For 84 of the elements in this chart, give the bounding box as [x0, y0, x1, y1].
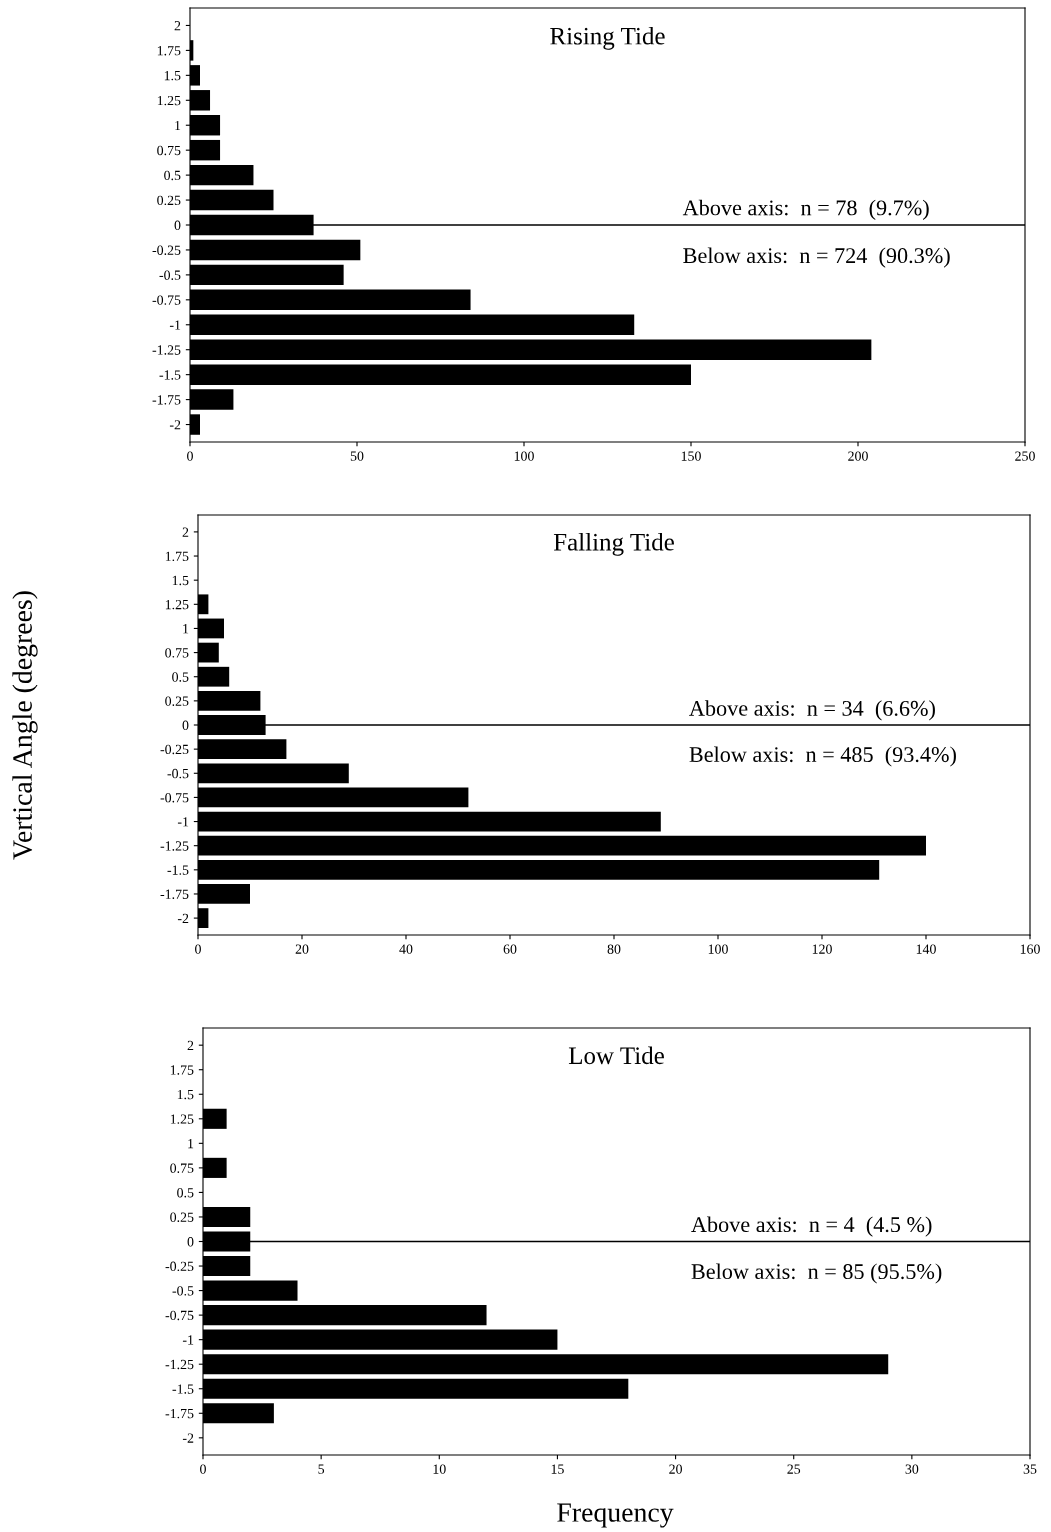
text: Rising Tide	[550, 27, 665, 50]
y-tick-label: 0	[187, 1237, 194, 1247]
y-tick-label: 1	[188, 1138, 194, 1149]
annotation: Below axis: n = 724 (90.3%)	[683, 247, 950, 268]
x-tick-label: 40	[399, 944, 413, 954]
x-tick-label: 140	[916, 944, 936, 954]
y-tick-label: 0.25	[157, 195, 181, 206]
y-tick-label: 1.5	[172, 575, 189, 586]
y-tick-label: -0.5	[172, 1286, 194, 1296]
y-tick-label: -1	[182, 1335, 194, 1345]
y-tick-label: -0.75	[152, 295, 181, 305]
y-tick-label: -1.5	[172, 1384, 194, 1394]
x-tick-label: 0	[195, 944, 201, 954]
y-tick-label: 1.5	[164, 70, 181, 81]
y-tick-label: 0.5	[177, 1188, 194, 1198]
x-tick-label: 150	[681, 451, 701, 461]
x-tick-label: 80	[607, 944, 621, 954]
x-tick-label: 30	[905, 1464, 919, 1474]
y-tick-label: 1	[183, 624, 189, 634]
y-tick-label: -2	[177, 913, 189, 923]
y-tick-label: -0.75	[165, 1310, 194, 1321]
y-tick-label: -1	[177, 817, 189, 827]
y-tick-label: 1.75	[157, 46, 181, 56]
y-tick-label: 0	[174, 220, 181, 230]
x-tick-label: 250	[1015, 451, 1035, 461]
x-tick-label: 50	[350, 451, 364, 461]
x-tick-label: 100	[708, 944, 728, 954]
annotation: Below axis: n = 485 (93.4%)	[689, 746, 956, 767]
annotation: Below axis: n = 85 (95.5%)	[691, 1263, 942, 1284]
y-tick-label: 1.25	[157, 95, 181, 106]
y-tick-label: -1.75	[165, 1408, 194, 1419]
y-tick-label: 0.75	[165, 648, 189, 658]
x-axis-title: Frequency	[557, 1503, 674, 1528]
x-tick-label: 5	[318, 1464, 325, 1474]
y-tick-label: -0.5	[167, 768, 189, 779]
x-tick-label: 120	[812, 944, 832, 954]
y-tick-label: 0.25	[170, 1212, 194, 1222]
y-tick-label: 0	[182, 720, 189, 730]
x-tick-label: 0	[200, 1464, 206, 1474]
y-tick-label: -1.25	[165, 1359, 194, 1370]
x-tick-label: 25	[787, 1464, 801, 1474]
x-tick-label: 15	[551, 1464, 564, 1474]
y-tick-label: -1.25	[160, 841, 189, 851]
x-tick-label: 35	[1023, 1464, 1037, 1474]
y-tick-label: 1.25	[170, 1114, 194, 1124]
y-tick-label: -0.25	[160, 744, 189, 755]
y-tick-label: 1.5	[177, 1089, 194, 1100]
text: Falling Tide	[553, 533, 674, 556]
y-tick-label: -0.25	[165, 1261, 194, 1272]
y-tick-label: -1.75	[152, 395, 181, 405]
y-tick-label: -1.25	[152, 345, 181, 355]
y-axis-title: Vertical Angle (degrees)	[12, 591, 38, 860]
y-tick-label: -1.75	[160, 889, 189, 899]
x-tick-label: 60	[503, 944, 517, 954]
y-tick-label: -1.5	[167, 865, 189, 875]
y-tick-label: 0.75	[170, 1163, 194, 1173]
y-tick-label: 1.75	[165, 551, 189, 562]
y-tick-label: -0.5	[159, 270, 181, 280]
x-tick-label: 20	[669, 1464, 682, 1474]
y-tick-label: 0.5	[172, 672, 189, 682]
y-tick-label: 0.75	[157, 145, 181, 156]
y-tick-label: 0.5	[164, 170, 181, 181]
annotation: Above axis: n = 78 (9.7%)	[682, 199, 929, 220]
annotation: Above axis: n = 4 (4.5 %)	[691, 1216, 932, 1237]
x-tick-label: 160	[1020, 944, 1040, 954]
y-tick-label: -2	[169, 420, 181, 430]
y-tick-label: 1	[175, 120, 181, 131]
y-tick-label: 1.75	[170, 1065, 194, 1075]
y-tick-label: 1.25	[165, 599, 189, 610]
x-tick-label: 10	[433, 1464, 446, 1474]
y-tick-label: 2	[182, 527, 189, 537]
y-tick-label: 0.25	[165, 696, 189, 706]
x-tick-label: 100	[514, 451, 534, 461]
y-tick-label: 2	[187, 1040, 194, 1050]
y-tick-label: 2	[174, 21, 181, 31]
text: Low Tide	[568, 1046, 664, 1065]
y-tick-label: -2	[182, 1433, 194, 1443]
x-tick-label: 200	[848, 451, 868, 461]
y-tick-label: -1	[169, 320, 181, 330]
y-tick-label: -0.75	[160, 793, 189, 803]
annotation: Above axis: n = 34 (6.6%)	[689, 700, 935, 721]
y-tick-label: -1.5	[159, 370, 181, 380]
y-tick-label: -0.25	[152, 245, 181, 255]
x-tick-label: 20	[295, 944, 309, 954]
